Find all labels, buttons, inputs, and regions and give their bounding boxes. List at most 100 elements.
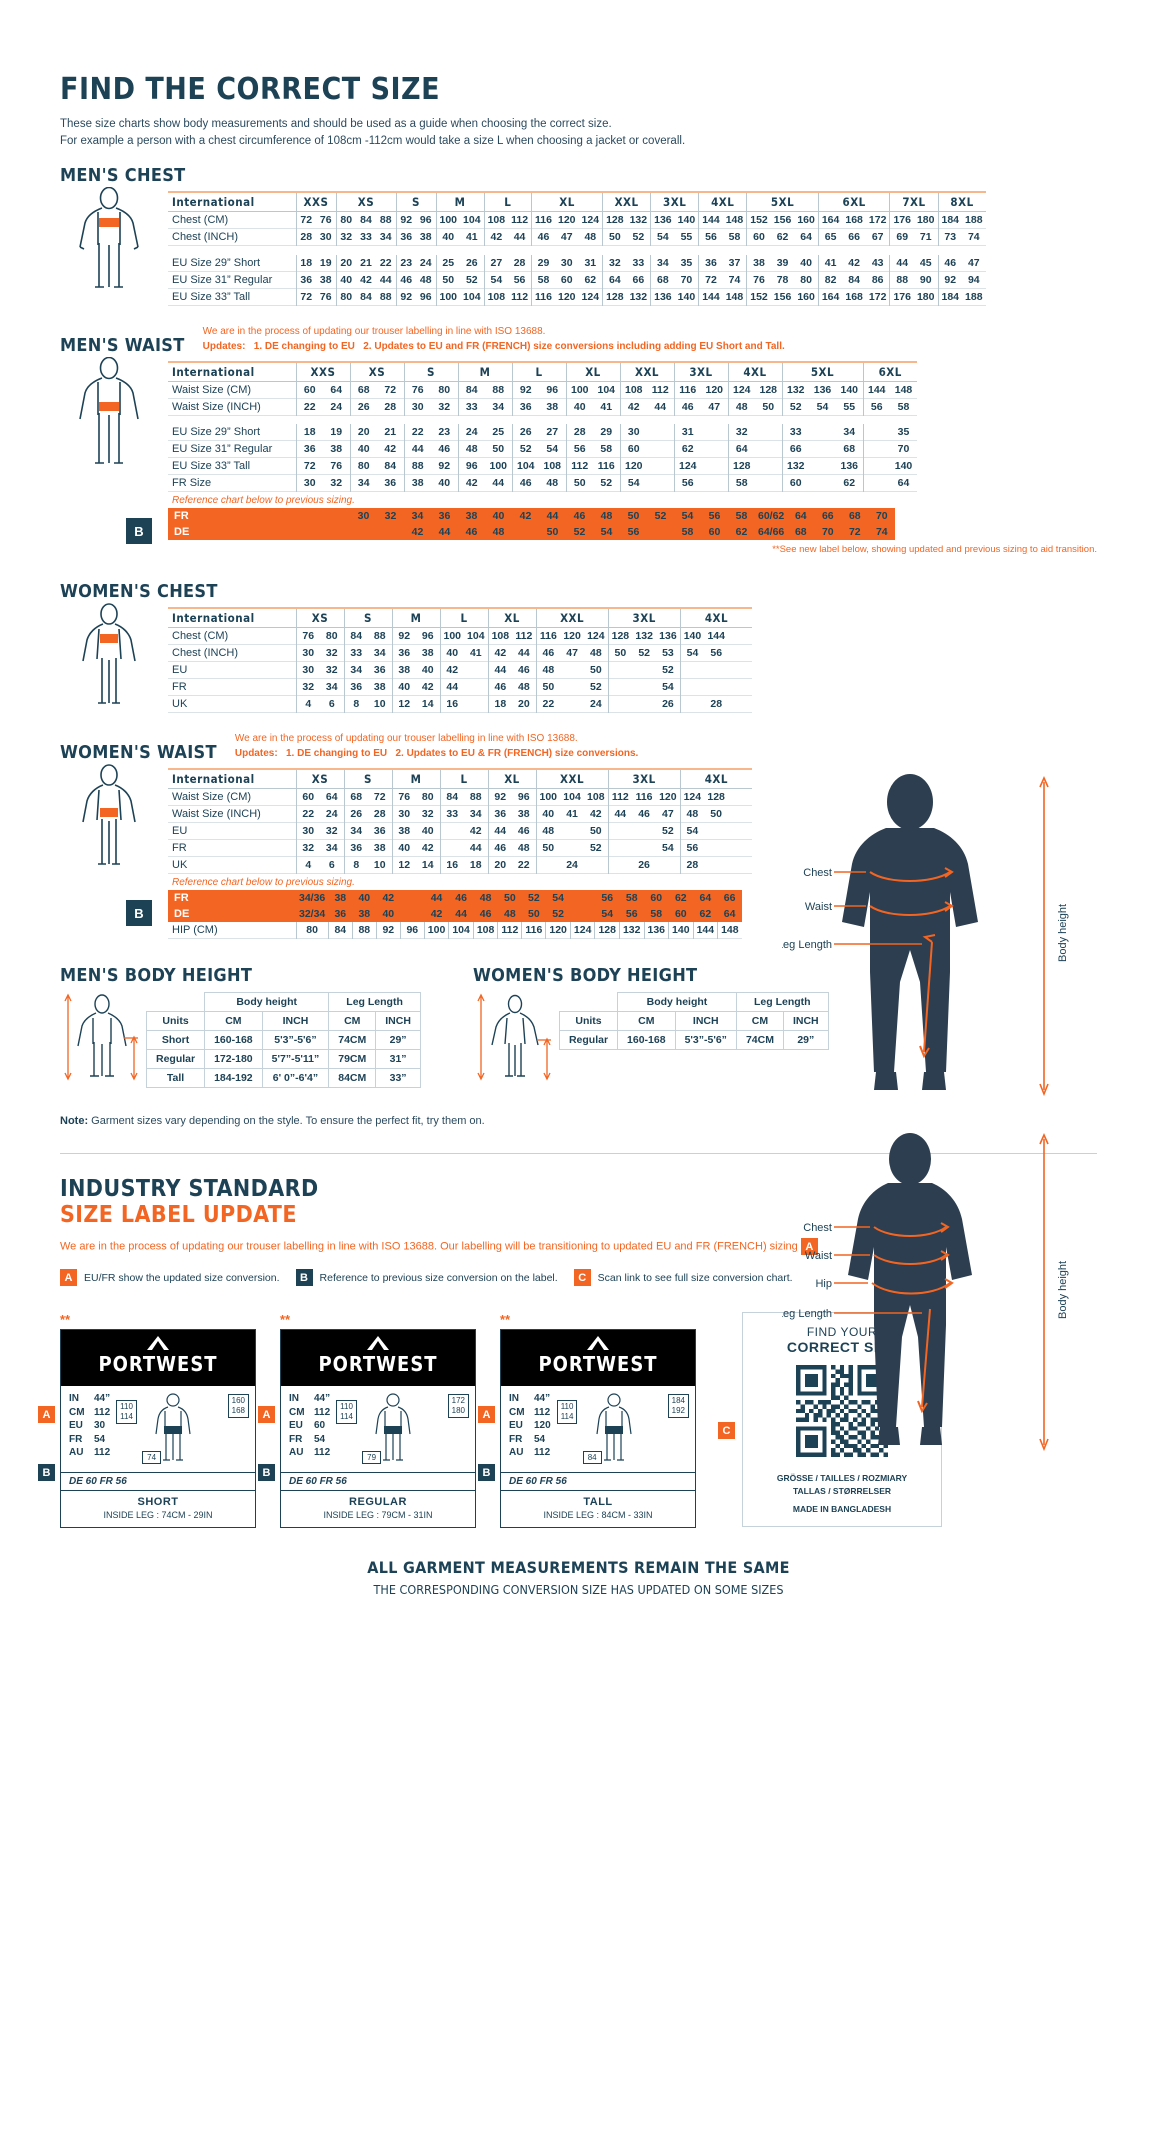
note-bold: Note: [60,1115,89,1128]
table-cell: 156 [773,214,792,227]
label-spec-area: IN 44” CM 112 EU 60 FR 54 AU 112 110 114 172 180 79 [281,1386,475,1472]
table-cell: 36 [384,477,397,490]
table-cell: 62 [584,273,597,286]
column-header: S [343,769,392,789]
table-cell: 24 [590,698,602,711]
legacy-cell: 68 [787,524,815,541]
table-cell [607,822,633,840]
table-cell: 55 [843,400,856,413]
table-cell: 132 [781,457,809,475]
qr-card: FIND YOUR CORRECT SIZE GRÖSSE / TAILLES / … [742,1312,942,1527]
industry-subtitle-text: We are in the process of updating our tr… [60,1240,798,1253]
legacy-cell: 64 [787,508,815,525]
hip-cell: 120 [545,922,571,939]
table-header-row: International XS S M L XL XXL 3XL 4XL [168,769,753,789]
spec-value: 30 [94,1420,106,1432]
table-cell: 168 [845,290,863,303]
intro-line-1: These size charts show body measurements… [60,118,612,130]
table-cell: 116 [597,460,615,473]
table-cell: 23 [438,426,451,439]
row-label: Chest (CM) [172,630,229,643]
table-cell: 84 [360,214,372,227]
table-cell: 60 [295,788,320,806]
table-cell: 112 [607,788,633,806]
legacy-cell [570,890,595,907]
legacy-cell: 54 [545,890,571,907]
table-cell [632,662,656,679]
legacy-row: FR 30 32 34 36 38 40 42 44 46 48 50 52 54 56 58 60/62 64… [168,508,896,525]
table-cell: 148 [725,290,744,303]
row-label: International [172,195,255,210]
legacy-cell: 54 [674,508,701,525]
table-cell: 50 [589,825,602,838]
industry-standard-section: INDUSTRY STANDARD SIZE LABEL UPDATE We a… [60,1176,1097,1287]
table-cell: 60 [781,474,809,492]
label-spec-list: IN 44” CM 112 EU 120 FR 54 AU 112 [509,1392,551,1466]
qr-code-image[interactable] [753,1365,931,1462]
table-cell: 12 [391,856,416,874]
table-cell [755,424,782,441]
table-cell: 32 [330,477,343,490]
table-cell: 50 [535,678,561,696]
table-cell: 52 [632,231,645,244]
male-label-chest: Chest [803,867,832,879]
row-label: Waist Size (INCH) [172,400,261,413]
label-spec-list: IN 44” CM 112 EU 60 FR 54 AU 112 [289,1392,330,1466]
spec-value: 60 [314,1420,326,1432]
table-cell: 28 [710,698,723,711]
column-header: S [403,361,458,382]
legend-item-a: A EU/FR show the updated size conversion… [60,1269,280,1287]
legacy-cell: 58 [674,524,701,541]
label-spec-area: IN 44” CM 112 EU 120 FR 54 AU 112 110 114 184 192 84 [501,1386,695,1472]
table-cell: 184 [937,211,963,229]
table-cell: 100 [435,288,461,306]
table-cell [728,628,752,645]
table-cell: 136 [813,383,832,396]
table-cell: 116 [673,381,701,399]
legacy-cell: 42 [404,524,431,541]
table-cell: 26 [343,805,368,823]
table-cell: 46 [395,271,416,289]
table-cell: 34 [349,474,377,492]
legacy-row: DE 42 44 46 48 50 52 54 56 58 60 62 64/66 68 70 72 74 [168,524,896,541]
bh-cell: 5'3”-5'6” [261,1030,330,1051]
spec-row: CM 112 [69,1406,110,1420]
table-cell: 58 [897,400,910,413]
table-cell: 44 [403,440,431,458]
table-cell: 56 [698,228,723,246]
legacy-row-label: FR [168,508,296,525]
table-cell [701,441,728,458]
legacy-cell: 60 [701,524,728,541]
table-cell [701,475,728,492]
column-header: XL [531,192,603,212]
table-cell [560,696,584,713]
female-height-figure [473,992,559,1089]
portwest-logo-icon [147,1336,169,1351]
table-cell: 45 [919,256,932,269]
column-header: L [511,361,566,382]
table-cell: 36 [391,644,416,662]
table-cell: 58 [728,231,741,244]
table-cell: 42 [619,398,647,416]
bh-cell: 184-192 [204,1068,263,1089]
table-cell [704,823,728,840]
table-cell [679,661,705,679]
tag-a-inline: A [800,1238,818,1256]
table-cell: 64 [800,231,812,244]
table-cell: 44 [379,273,392,286]
table-cell: 50 [762,400,775,413]
table-cell: 86 [871,273,884,286]
table-cell: 48 [517,842,530,855]
table-cell: 34 [469,808,482,821]
row-label: International [172,772,255,787]
column-header: 4XL [727,361,782,382]
column-header: 3XL [607,769,681,789]
hip-cell: 144 [692,922,718,939]
table-cell: 96 [421,630,434,643]
column-header: M [391,769,440,789]
column-header: 3XL [650,192,699,212]
table-cell: 60 [295,381,323,399]
table-cell: 20 [518,698,530,711]
table-cell: 52 [661,825,674,838]
table-cell: 140 [894,460,913,473]
